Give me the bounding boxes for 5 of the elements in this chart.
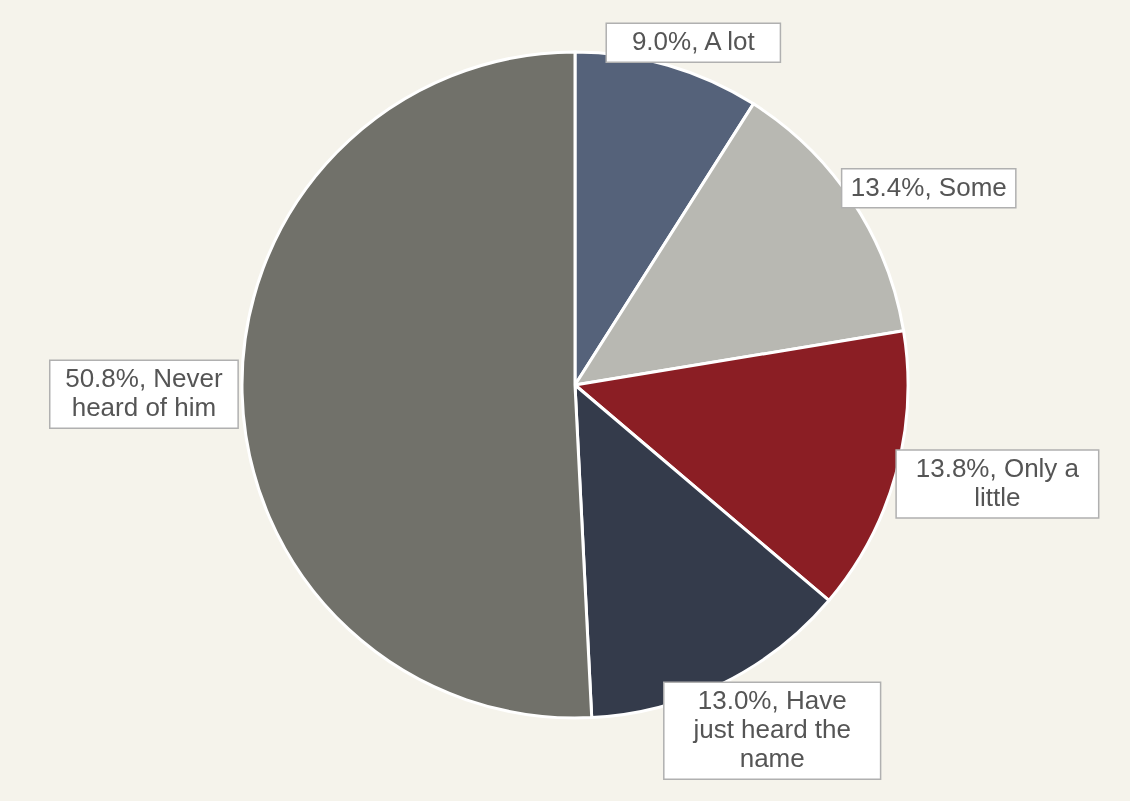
slice-label: 50.8%, Never heard of him (65, 363, 224, 423)
slice-label: 9.0%, A lot (631, 26, 756, 57)
slice-label: 13.0%, Have just heard the name (692, 685, 851, 774)
slice-label: 13.4%, Some (850, 171, 1007, 202)
slice-label: 13.8%, Only a little (915, 453, 1080, 513)
